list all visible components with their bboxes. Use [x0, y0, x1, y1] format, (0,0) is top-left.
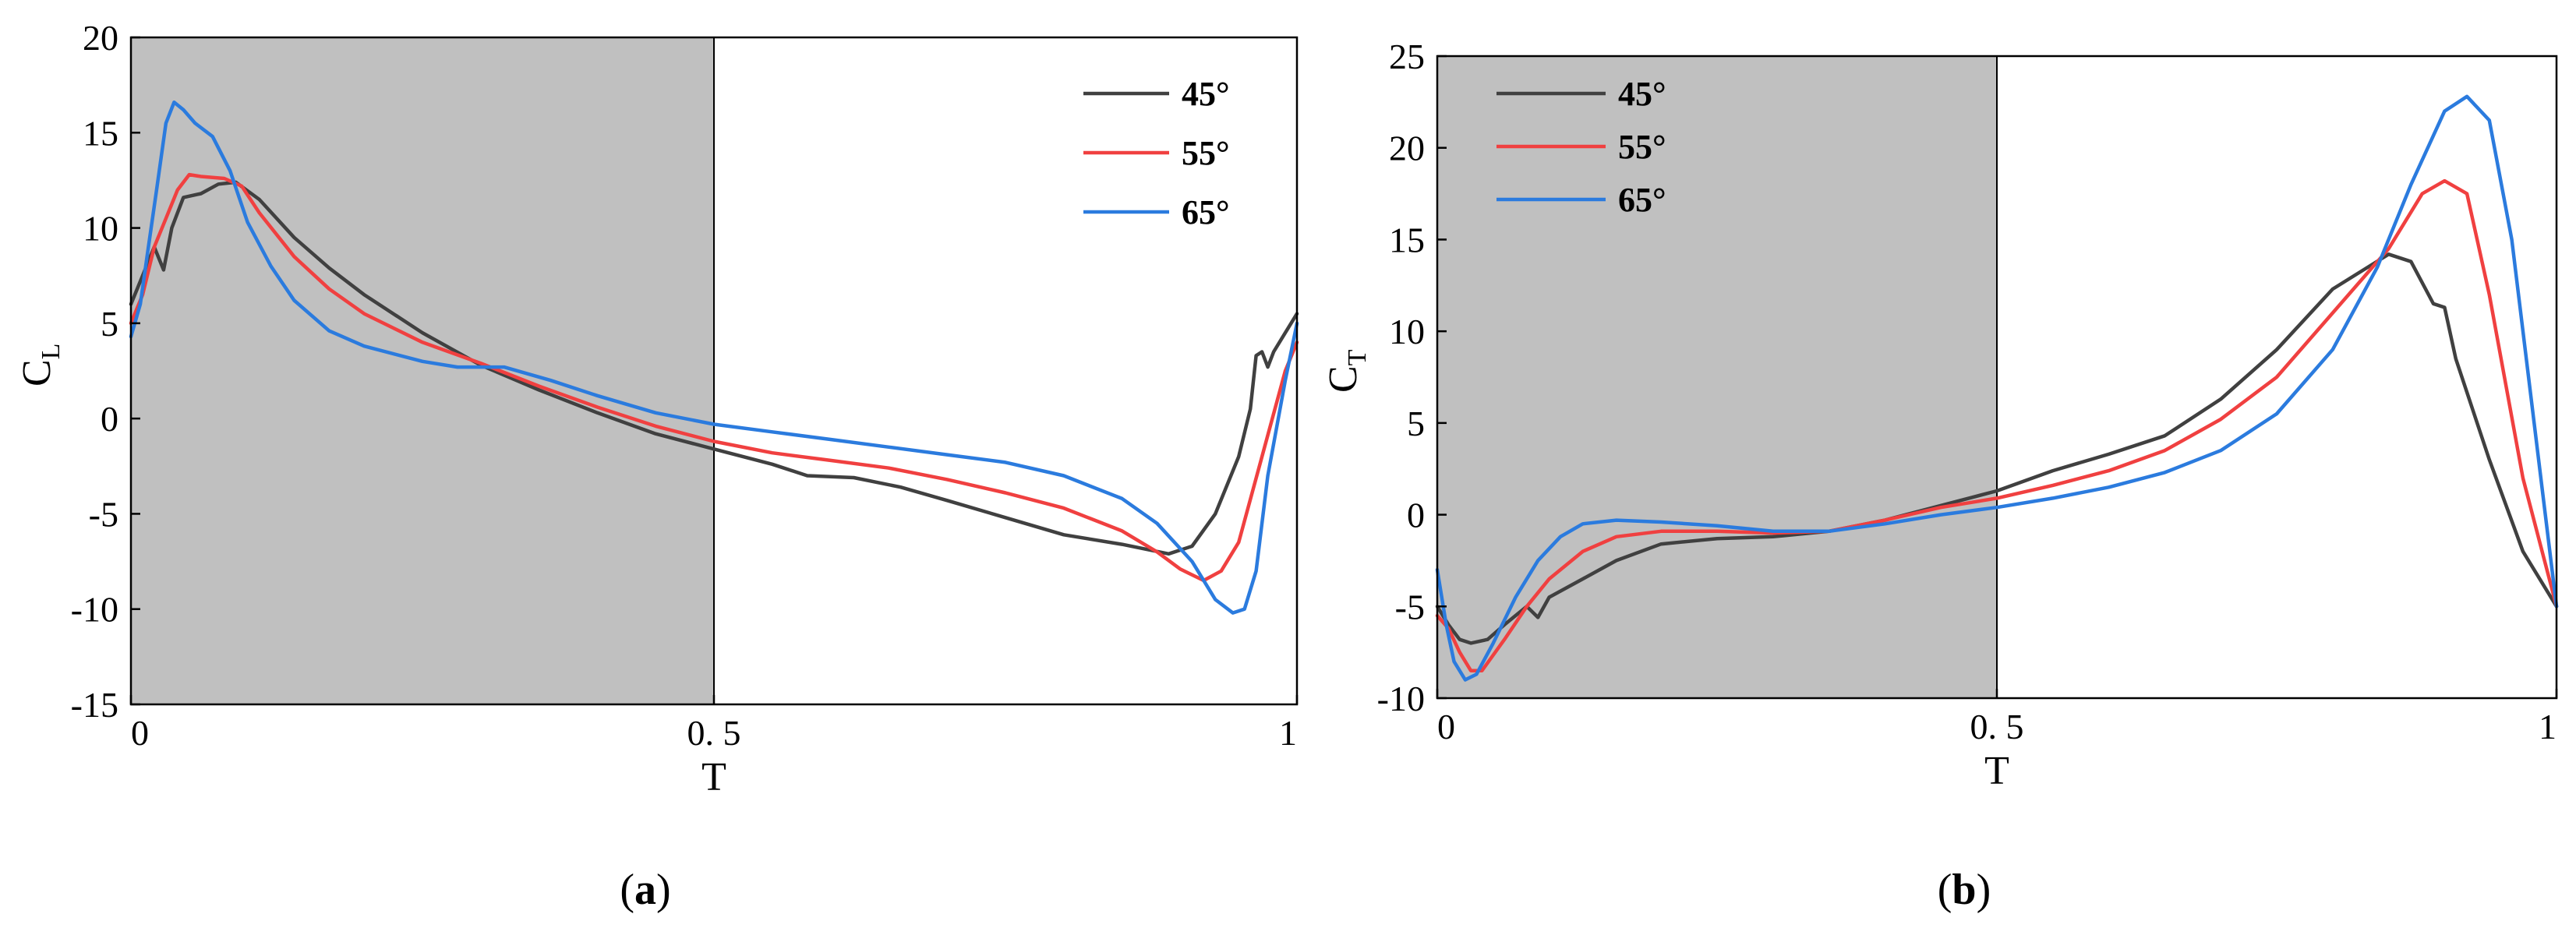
- legend-entry: 45°: [1182, 75, 1230, 113]
- series-line-1: [129, 172, 1299, 583]
- shaded-region: [1437, 56, 1997, 698]
- legend: 45° 55° 65°: [1083, 75, 1230, 231]
- y-tick-label: 25: [1389, 37, 1425, 76]
- legend: 45° 55° 65°: [1496, 75, 1666, 219]
- panel-label: (b): [1938, 866, 1991, 914]
- y-tick-label: 10: [83, 209, 118, 249]
- legend-entry: 65°: [1618, 181, 1666, 219]
- y-tick-label: -5: [89, 494, 118, 534]
- x-tick-label: 0. 5: [1970, 707, 2024, 746]
- y-tick-label: 15: [83, 113, 118, 153]
- x-axis-title: T: [701, 755, 726, 799]
- x-axis-title: T: [1984, 749, 2009, 793]
- x-tick-label: 1: [2539, 707, 2557, 746]
- legend-entry: 55°: [1182, 134, 1230, 172]
- y-tick-label: 0: [1407, 496, 1425, 535]
- x-tick-label: 0: [1437, 707, 1455, 746]
- panel-label: (a): [620, 866, 670, 914]
- y-tick-label: 0: [101, 399, 118, 439]
- y-tick-label: 15: [1389, 220, 1425, 259]
- chart-panel-a: -15 -10 -5 0 5 10 15 20 0 0. 5 1 T CL 45° 55° 65° (a): [15, 18, 1299, 914]
- y-tick-label: 20: [1389, 129, 1425, 168]
- series-line-1: [1435, 178, 2559, 672]
- series-line-2: [129, 100, 1299, 615]
- y-axis-title-subscript: T: [1343, 349, 1372, 365]
- y-tick-label: -15: [71, 685, 118, 725]
- y-tick-label: -5: [1395, 587, 1425, 626]
- y-tick-label: 5: [101, 304, 118, 344]
- legend-entry: 65°: [1182, 193, 1230, 231]
- shaded-region: [131, 37, 714, 704]
- y-axis-title-subscript: L: [37, 344, 65, 360]
- y-tick-label: -10: [1377, 679, 1425, 718]
- y-tick-label: 5: [1407, 404, 1425, 443]
- x-tick-label: 0: [131, 713, 149, 753]
- y-axis-title: CT: [1321, 349, 1372, 393]
- y-axis-title: CL: [15, 344, 65, 386]
- y-tick-label: -10: [71, 590, 118, 630]
- series-line-0: [129, 180, 1299, 556]
- x-tick-label: 0. 5: [687, 713, 741, 753]
- y-tick-label: 20: [83, 18, 118, 58]
- legend-entry: 45°: [1618, 75, 1666, 113]
- series-line-2: [1435, 94, 2559, 682]
- x-tick-label: 1: [1279, 713, 1297, 753]
- legend-entry: 55°: [1618, 128, 1666, 166]
- y-tick-label: 10: [1389, 312, 1425, 351]
